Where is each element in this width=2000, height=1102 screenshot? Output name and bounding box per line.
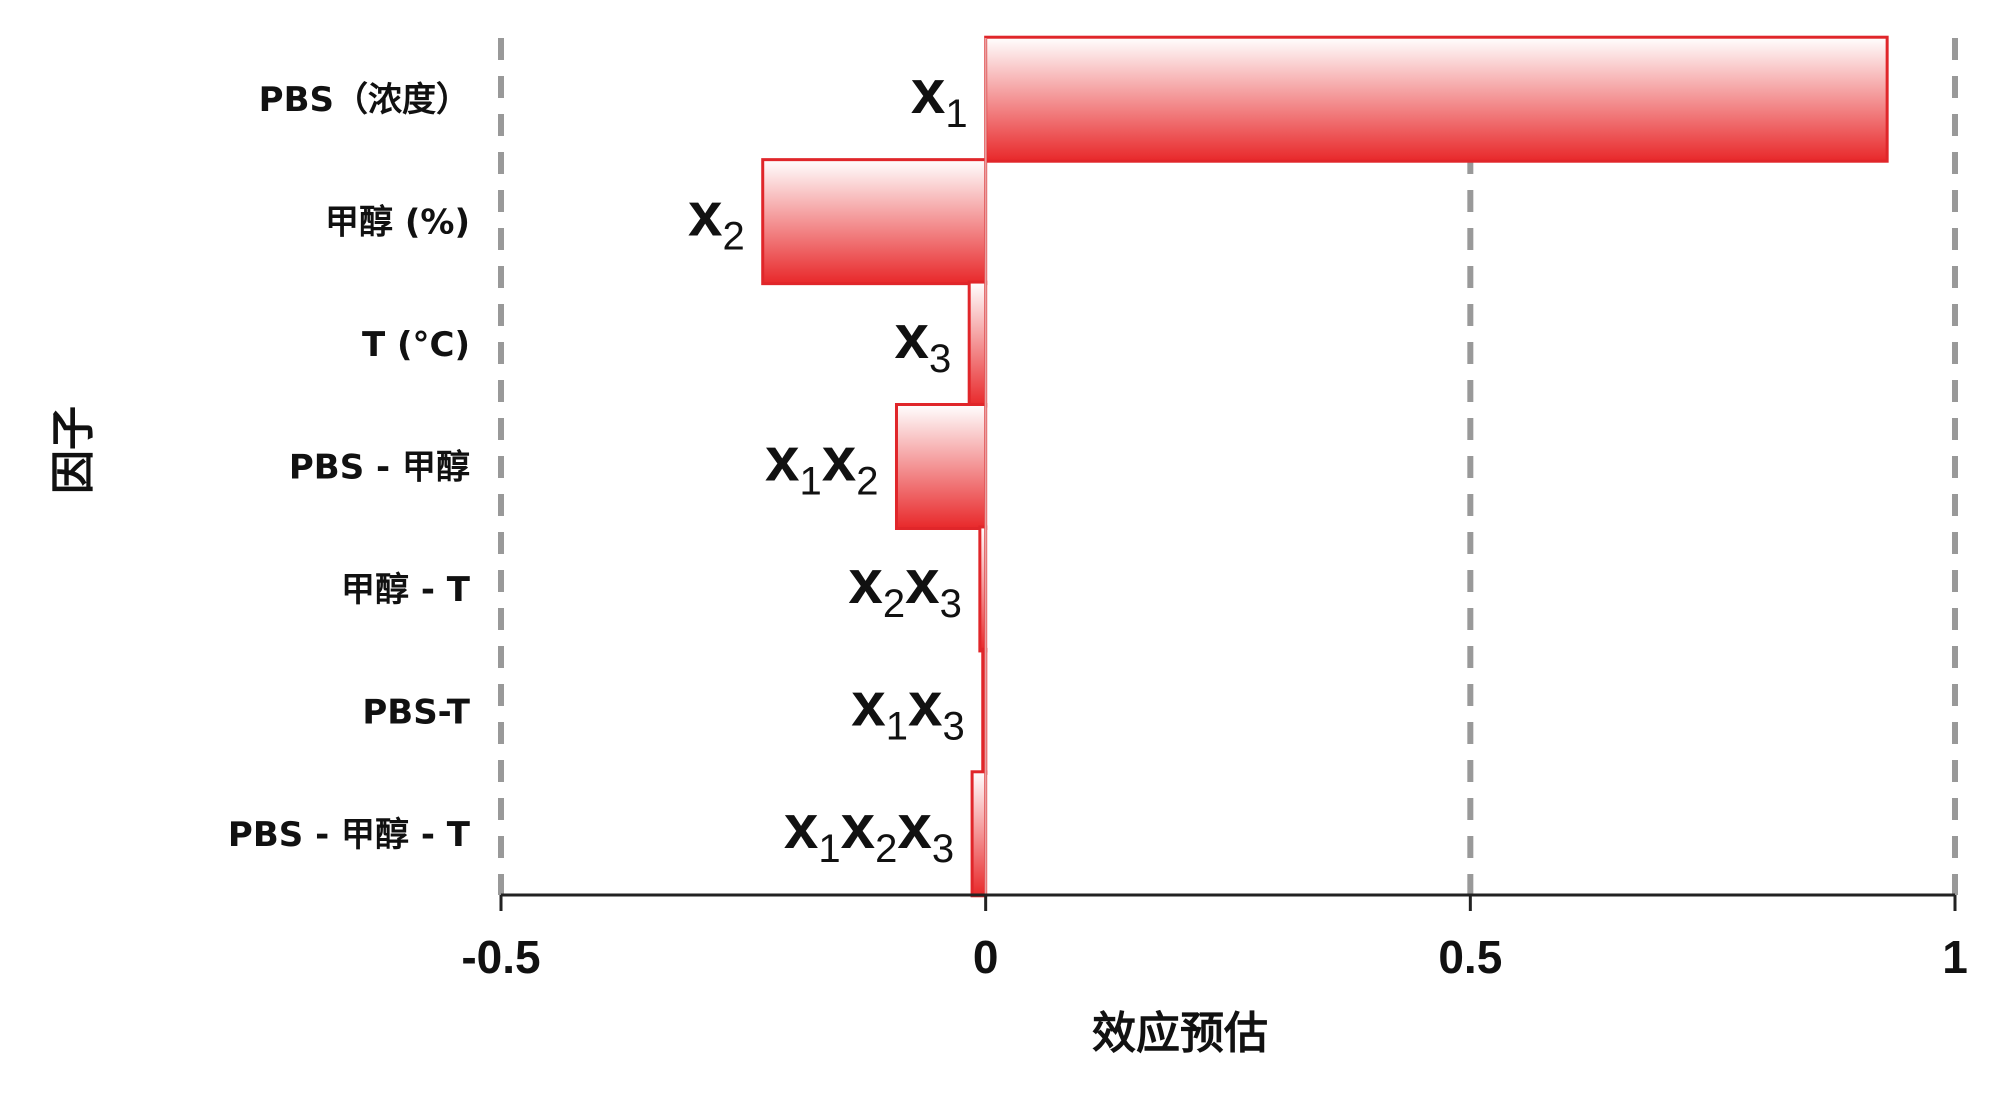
- category-label: 甲醇 - T: [341, 570, 471, 610]
- x-tick-label: -0.5: [461, 931, 540, 983]
- bar: [970, 770, 988, 898]
- x-tick-label: 0: [973, 931, 999, 983]
- category-label: PBS-T: [362, 692, 470, 732]
- category-label: T (°C): [362, 325, 470, 365]
- x-axis-title: 效应预估: [1092, 1008, 1268, 1059]
- category-label: PBS - 甲醇 - T: [228, 815, 471, 855]
- category-label: 甲醇 (%): [325, 203, 470, 243]
- bar: [894, 403, 988, 530]
- bar-term-label: x3: [894, 303, 951, 381]
- bar: [761, 158, 988, 286]
- bar-term-label: x1x2: [765, 426, 878, 504]
- x-axis: -0.5 0 0.5 1: [461, 893, 1968, 983]
- y-axis-title: 因子: [48, 406, 99, 494]
- category-label: PBS（浓度）: [259, 80, 470, 120]
- bar-term-label: x2x3: [848, 548, 961, 626]
- bar: [984, 35, 1889, 163]
- x-tick-label: 0.5: [1438, 931, 1502, 983]
- bar: [967, 280, 988, 408]
- bars: [761, 35, 1889, 898]
- bar-term-label: x1x2x3: [784, 793, 954, 871]
- x-tick-label: 1: [1942, 931, 1968, 983]
- gridlines: [498, 38, 1958, 895]
- bar-term-label: x1: [911, 58, 968, 136]
- bar-term-label: x2: [688, 181, 745, 259]
- bar-term-label: x1x3: [851, 670, 964, 748]
- category-label: PBS - 甲醇: [289, 448, 470, 488]
